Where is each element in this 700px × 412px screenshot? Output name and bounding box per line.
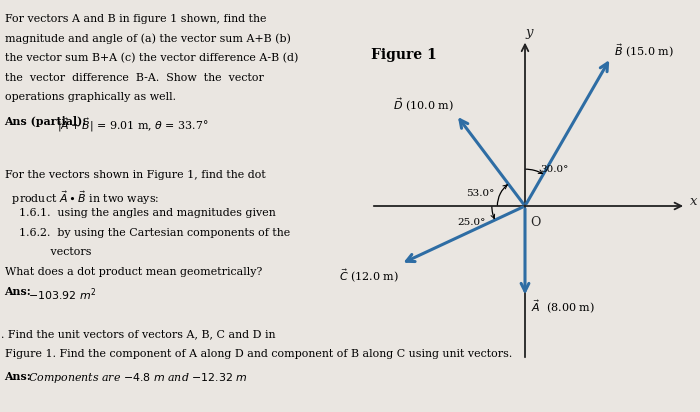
Text: magnitude and angle of (a) the vector sum A+B (b): magnitude and angle of (a) the vector su… bbox=[4, 34, 290, 44]
Text: Components are $-4.8\ m$ and $-12.32\ m$: Components are $-4.8\ m$ and $-12.32\ m$ bbox=[29, 371, 248, 385]
Text: 30.0°: 30.0° bbox=[540, 165, 569, 174]
Text: Ans:: Ans: bbox=[4, 286, 32, 297]
Text: the  vector  difference  B-A.  Show  the  vector: the vector difference B-A. Show the vect… bbox=[4, 73, 263, 82]
Text: Figure 1: Figure 1 bbox=[371, 49, 437, 63]
Text: 1.6.1.  using the angles and magnitudes given: 1.6.1. using the angles and magnitudes g… bbox=[19, 208, 276, 218]
Text: the vector sum B+A (c) the vector difference A-B (d): the vector sum B+A (c) the vector differ… bbox=[4, 53, 298, 63]
Text: Ans (partial):: Ans (partial): bbox=[4, 116, 87, 127]
Text: What does a dot product mean geometrically?: What does a dot product mean geometrical… bbox=[4, 267, 262, 276]
Text: y: y bbox=[525, 26, 533, 39]
Text: $\vec{C}$ (12.0 m): $\vec{C}$ (12.0 m) bbox=[339, 268, 399, 285]
Text: $|\vec{A} + \vec{B}|$ = 9.01 m, $\theta$ = 33.7°: $|\vec{A} + \vec{B}|$ = 9.01 m, $\theta$… bbox=[57, 116, 209, 134]
Text: 25.0°: 25.0° bbox=[458, 218, 486, 227]
Text: . Find the unit vectors of vectors A, B, C and D in: . Find the unit vectors of vectors A, B,… bbox=[1, 330, 276, 339]
Text: product $\vec{A} \bullet \vec{B}$ in two ways:: product $\vec{A} \bullet \vec{B}$ in two… bbox=[4, 189, 159, 207]
Text: Figure 1. Find the component of A along D and component of B along C using unit : Figure 1. Find the component of A along … bbox=[4, 349, 512, 359]
Text: $\vec{A}$  (8.00 m): $\vec{A}$ (8.00 m) bbox=[531, 299, 594, 316]
Text: operations graphically as well.: operations graphically as well. bbox=[4, 92, 176, 102]
Text: O: O bbox=[530, 216, 540, 229]
Text: Ans:: Ans: bbox=[4, 371, 32, 382]
Text: x: x bbox=[690, 195, 697, 208]
Text: $\vec{D}$ (10.0 m): $\vec{D}$ (10.0 m) bbox=[393, 97, 454, 114]
Text: vectors: vectors bbox=[19, 247, 92, 257]
Text: 1.6.2.  by using the Cartesian components of the: 1.6.2. by using the Cartesian components… bbox=[19, 228, 290, 238]
Text: For the vectors shown in Figure 1, find the dot: For the vectors shown in Figure 1, find … bbox=[4, 170, 265, 180]
Text: $\vec{B}$ (15.0 m): $\vec{B}$ (15.0 m) bbox=[614, 43, 674, 61]
Text: For vectors A and B in figure 1 shown, find the: For vectors A and B in figure 1 shown, f… bbox=[4, 14, 266, 24]
Text: 53.0°: 53.0° bbox=[466, 190, 495, 199]
Text: $-103.92\ m^2$: $-103.92\ m^2$ bbox=[29, 286, 97, 302]
